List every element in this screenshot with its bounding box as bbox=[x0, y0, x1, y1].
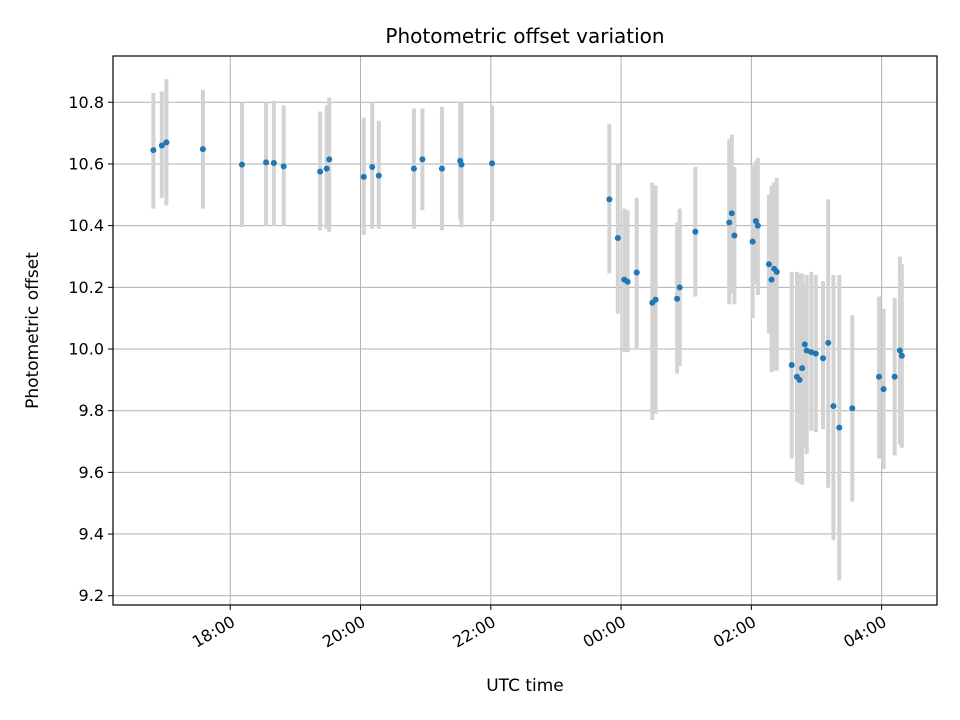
data-point bbox=[238, 161, 245, 168]
data-point bbox=[876, 373, 883, 380]
y-tick-label: 9.4 bbox=[79, 525, 104, 544]
data-point bbox=[489, 160, 496, 167]
y-axis-ticks: 9.2 9.4 9.6 9.8 10.0 10.2 10.4 10.6 10.8 bbox=[68, 93, 113, 605]
data-point bbox=[270, 160, 277, 167]
y-tick-label: 9.6 bbox=[79, 463, 104, 482]
data-point bbox=[796, 376, 803, 383]
data-point bbox=[163, 139, 170, 146]
data-point bbox=[199, 146, 206, 153]
data-point bbox=[773, 268, 780, 275]
data-point bbox=[803, 347, 810, 354]
data-point bbox=[326, 156, 333, 163]
data-point bbox=[438, 165, 445, 172]
y-axis-label: Photometric offset bbox=[23, 252, 43, 409]
y-tick-label: 10.4 bbox=[68, 216, 104, 235]
data-point bbox=[768, 276, 775, 283]
data-point bbox=[812, 350, 819, 357]
data-point bbox=[728, 210, 735, 217]
data-point bbox=[360, 173, 367, 180]
data-point bbox=[263, 159, 270, 166]
data-point bbox=[375, 172, 382, 179]
data-point bbox=[317, 168, 324, 175]
data-point bbox=[891, 373, 898, 380]
data-point bbox=[692, 228, 699, 235]
data-point bbox=[880, 386, 887, 393]
data-point bbox=[752, 218, 759, 225]
data-point bbox=[808, 349, 815, 356]
data-point bbox=[150, 147, 157, 154]
data-point bbox=[280, 163, 287, 170]
y-tick-label: 10.2 bbox=[68, 278, 104, 297]
data-point bbox=[158, 142, 165, 149]
data-point bbox=[410, 165, 417, 172]
data-point bbox=[726, 219, 733, 226]
data-point bbox=[749, 238, 756, 245]
x-axis-label: UTC time bbox=[486, 676, 564, 696]
data-point bbox=[836, 424, 843, 431]
data-point bbox=[674, 295, 681, 302]
data-point bbox=[606, 196, 613, 203]
y-tick-label: 9.2 bbox=[79, 586, 104, 605]
y-tick-label: 10.0 bbox=[68, 340, 104, 359]
data-point bbox=[801, 341, 808, 348]
y-tick-label: 9.8 bbox=[79, 401, 104, 420]
data-point bbox=[369, 164, 376, 171]
data-point bbox=[633, 269, 640, 276]
chart-title: Photometric offset variation bbox=[385, 24, 664, 48]
data-point bbox=[614, 234, 621, 241]
data-point bbox=[458, 161, 465, 168]
data-point bbox=[825, 339, 832, 346]
data-point bbox=[731, 232, 738, 239]
data-points bbox=[150, 139, 905, 431]
data-point bbox=[898, 352, 905, 359]
data-point bbox=[765, 261, 772, 268]
data-point bbox=[896, 347, 903, 354]
data-point bbox=[624, 278, 631, 285]
data-point bbox=[419, 156, 426, 163]
plot-frame bbox=[112, 55, 938, 606]
data-point bbox=[849, 405, 856, 412]
y-tick-label: 10.6 bbox=[68, 154, 104, 173]
data-point bbox=[788, 362, 795, 369]
data-point bbox=[754, 222, 761, 229]
data-point bbox=[799, 365, 806, 372]
data-point bbox=[820, 355, 827, 362]
y-tick-label: 10.8 bbox=[68, 93, 104, 112]
data-point bbox=[830, 403, 837, 410]
data-point bbox=[676, 284, 683, 291]
data-point bbox=[323, 165, 330, 172]
data-point bbox=[652, 296, 659, 303]
